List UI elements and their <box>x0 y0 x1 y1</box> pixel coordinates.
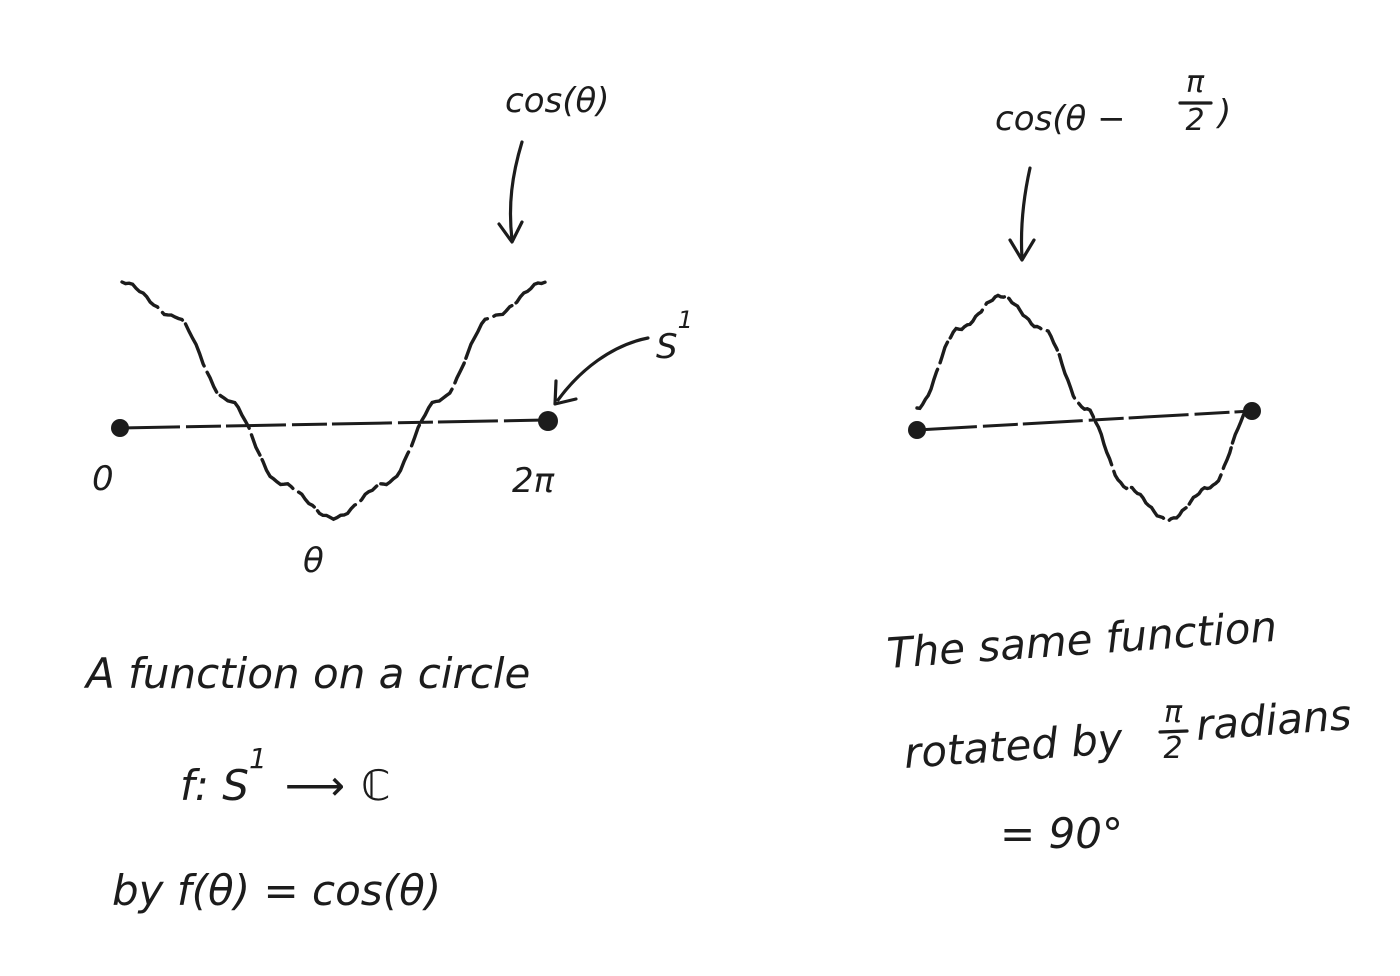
circle-label: S1 <box>656 306 693 367</box>
right-caption-line1: The same function <box>885 602 1278 678</box>
right-end-dot <box>1243 402 1261 420</box>
shifted-cos-curve <box>915 293 1254 523</box>
shifted-label-arrow <box>1019 166 1032 260</box>
theta-label: θ <box>303 541 324 581</box>
right-caption-line3: = 90° <box>1000 809 1123 858</box>
cos-label-arrow <box>508 140 524 242</box>
left-axis-line <box>119 418 549 430</box>
left-end-dot <box>538 411 558 431</box>
right-figure: cos(θ − π 2 ) The same function rotated … <box>885 65 1353 858</box>
end-tick-label: 2π <box>512 461 555 501</box>
rotated-by-text: rotated by <box>902 714 1125 778</box>
right-caption-line2: rotated by π 2 radians <box>902 690 1353 778</box>
shifted-label-frac-den: 2 <box>1185 103 1204 138</box>
shifted-label-prefix: cos(θ − <box>995 99 1126 139</box>
right-start-dot <box>908 421 926 439</box>
caption-frac-bar <box>1158 729 1189 734</box>
caption-frac-num: π <box>1164 695 1183 730</box>
left-figure: cos(θ) S1 0 2π θ A function on a circle … <box>83 81 693 915</box>
shifted-cos-label: cos(θ − π 2 ) <box>995 65 1231 139</box>
shifted-label-frac-num: π <box>1186 65 1205 100</box>
shifted-label-suffix: ) <box>1215 93 1231 133</box>
circle-label-arrow <box>556 336 650 402</box>
radians-text: radians <box>1194 690 1353 750</box>
circle-label-arrowhead <box>553 379 578 406</box>
cos-curve <box>120 280 547 522</box>
cos-label: cos(θ) <box>505 81 610 121</box>
left-caption-line1: A function on a circle <box>83 649 530 698</box>
caption-frac-den: 2 <box>1163 731 1182 766</box>
left-start-dot <box>111 419 129 437</box>
left-caption-line3: by f(θ) = cos(θ) <box>112 866 441 915</box>
right-axis-line <box>916 409 1253 432</box>
map-definition: f: S1⟶ ℂ <box>180 742 390 810</box>
start-tick-label: 0 <box>92 459 114 499</box>
shifted-label-arrowhead <box>1008 238 1036 262</box>
cos-label-arrowhead <box>497 220 524 244</box>
